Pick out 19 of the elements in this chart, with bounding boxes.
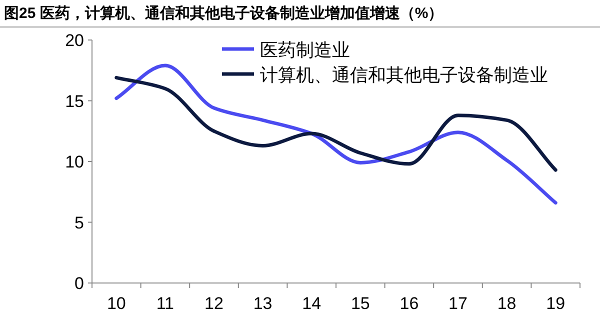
y-tick-label: 10: [65, 152, 84, 172]
chart-title: 图25 医药，计算机、通信和其他电子设备制造业增加值增速（%）: [4, 5, 444, 22]
line-series: [114, 64, 558, 205]
x-tick-label: 18: [497, 294, 516, 313]
y-tick-label: 0: [74, 274, 84, 293]
x-tick-label: 14: [302, 294, 322, 313]
legend-label: 计算机、通信和其他电子设备制造业: [260, 65, 548, 85]
y-tick-label: 15: [65, 92, 84, 111]
y-tick-label: 20: [65, 31, 84, 50]
x-tick-label: 16: [400, 294, 419, 313]
x-tick-label: 13: [253, 294, 272, 313]
x-tick-label: 11: [156, 294, 174, 313]
x-tick-label: 17: [448, 294, 468, 313]
legend-label: 医药制造业: [260, 40, 350, 60]
x-tick-label: 12: [204, 294, 224, 313]
x-tick-label: 10: [106, 294, 126, 313]
y-tick-label: 5: [74, 213, 84, 232]
x-tick-label: 19: [546, 294, 566, 313]
x-tick-label: 15: [350, 294, 370, 313]
